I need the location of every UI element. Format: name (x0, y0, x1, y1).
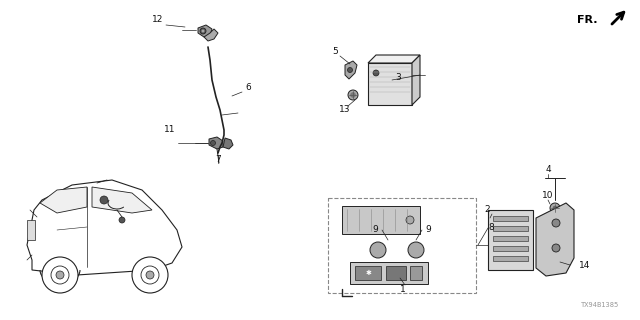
Circle shape (348, 68, 353, 73)
Bar (493, 236, 528, 241)
Circle shape (406, 216, 414, 224)
Circle shape (132, 257, 168, 293)
Text: ✱: ✱ (365, 270, 371, 276)
Text: 10: 10 (542, 190, 554, 199)
Text: 7: 7 (215, 156, 221, 164)
Circle shape (348, 90, 358, 100)
Circle shape (56, 271, 64, 279)
Circle shape (552, 244, 560, 252)
Polygon shape (412, 55, 420, 105)
Circle shape (553, 206, 557, 210)
Text: 9: 9 (425, 226, 431, 235)
Polygon shape (209, 137, 223, 149)
Circle shape (200, 28, 206, 34)
Bar (355, 266, 381, 280)
Circle shape (42, 257, 78, 293)
Circle shape (100, 196, 108, 204)
Circle shape (202, 30, 204, 32)
Text: FR.: FR. (577, 15, 598, 25)
Text: 11: 11 (163, 125, 175, 134)
Bar (493, 216, 528, 221)
Text: 14: 14 (579, 260, 591, 269)
Polygon shape (198, 25, 212, 37)
Circle shape (550, 203, 560, 213)
Polygon shape (223, 138, 233, 149)
Bar (488, 210, 533, 270)
Text: 12: 12 (152, 15, 163, 25)
Bar (342, 206, 420, 234)
Text: 1: 1 (400, 285, 406, 294)
Bar (493, 246, 528, 251)
Circle shape (351, 92, 355, 98)
Circle shape (119, 217, 125, 223)
Circle shape (552, 219, 560, 227)
Bar (410, 266, 422, 280)
Text: 5: 5 (332, 47, 338, 57)
Text: 4: 4 (545, 165, 551, 174)
Text: 6: 6 (245, 84, 251, 92)
Polygon shape (368, 55, 420, 63)
Circle shape (373, 70, 379, 76)
Bar (350, 262, 428, 284)
Bar (386, 266, 406, 280)
Circle shape (146, 271, 154, 279)
Text: 13: 13 (339, 106, 351, 115)
Text: 8: 8 (488, 223, 493, 233)
Bar (493, 256, 528, 261)
Circle shape (408, 242, 424, 258)
Polygon shape (345, 61, 357, 79)
Polygon shape (536, 203, 574, 276)
Text: 3: 3 (395, 74, 401, 83)
Bar (493, 226, 528, 231)
Polygon shape (40, 187, 87, 213)
Circle shape (370, 242, 386, 258)
Bar (328, 198, 476, 293)
Polygon shape (204, 29, 218, 41)
Text: 2: 2 (484, 205, 490, 214)
Bar (368, 63, 412, 105)
Polygon shape (27, 180, 182, 275)
Text: 9: 9 (372, 226, 378, 235)
Polygon shape (92, 187, 152, 213)
Text: TX94B1385: TX94B1385 (581, 302, 619, 308)
Circle shape (211, 140, 216, 146)
Bar (27, 220, 35, 240)
